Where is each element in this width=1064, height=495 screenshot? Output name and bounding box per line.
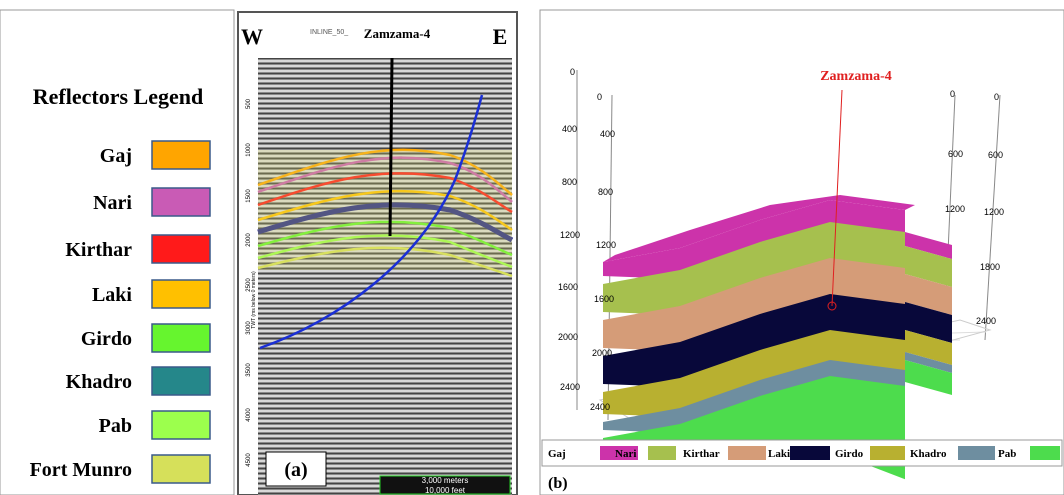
axis-tick-label: 600 [948,149,963,159]
model-layer [905,352,952,373]
model-layer [905,302,952,343]
legend-name: Khadro [66,371,132,393]
depth-tick-label: 3500 [246,363,252,377]
label-box [265,451,327,487]
legend-swatch [728,446,766,460]
legend-swatch [648,446,676,460]
axis-tick-label: 0 [950,89,955,99]
legend-name: Pab [998,448,1016,460]
axis-tick-label: 1200 [596,240,616,250]
axis-tick-label: 2400 [976,316,996,326]
legend-swatch [151,454,211,484]
legend-swatch [151,279,211,309]
scale-text: 3,000 meters [422,476,469,485]
legend-swatch [870,446,905,460]
axis-tick-label: 1600 [594,294,614,304]
west-label: W [241,24,263,49]
depth-axis-label: TWT (ms below 0 meters) [251,271,257,329]
well-label-box [355,16,440,50]
legend-swatch [151,410,211,440]
legend-swatch [151,140,211,170]
depth-tick-label: 2000 [246,233,252,247]
panel-label: (a) [284,459,307,481]
legend-name: Girdo [835,448,864,460]
legend-swatch [151,187,211,217]
well-label: Zamzama-4 [820,69,892,84]
model-layer [603,330,905,434]
legend-frame [0,9,235,495]
legend-swatch [958,446,995,460]
axis-tick-label: 1200 [945,204,965,214]
legend-name: Laki [92,284,132,306]
model-3d: 0 400 800 1200 1600 2000 2400 0 400 800 1200 1600 20… [558,67,1004,480]
fault-line [259,94,484,350]
well-trace [388,57,394,237]
axis-tick-label: 2000 [558,332,578,342]
model-layer [905,232,952,259]
legend-title: Reflectors Legend [33,84,203,109]
seismic-section [258,58,512,495]
east-label: E [493,24,508,49]
legend-name: Kirthar [65,239,132,261]
legend-name: Pab [99,415,132,437]
legend-name: Nari [93,192,132,214]
depth-tick-label: 500 [246,98,252,109]
model-layer [905,330,952,365]
model-layer [603,294,905,404]
well-marker [827,301,837,311]
legend-name: Nari [615,448,636,460]
legend-swatch [600,446,638,460]
axis-tick-label: 400 [562,124,577,134]
legend-name: Fort Munro [30,459,132,481]
depth-tick-label: 2500 [246,278,252,292]
legend-name: Gaj [548,448,566,460]
axis-tick-label: 0 [994,92,999,102]
legend-swatch [151,366,211,396]
legend-swatch [790,446,830,460]
legend-name: Khadro [910,448,947,460]
model-layer [905,246,952,287]
axis-tick-label: 1800 [980,262,1000,272]
axis-tick-label: 400 [600,129,615,139]
model-layer [603,258,905,368]
depth-tick-label: 1500 [246,189,252,203]
legend-name: Laki [768,448,790,460]
legend-name: Girdo [81,328,132,350]
well-label: Zamzama-4 [364,26,431,41]
depth-tick-label: 1000 [246,143,252,157]
axis-tick-label: 1600 [558,282,578,292]
axis-tick-label: 0 [597,92,602,102]
axis-tick-label: 0 [570,67,575,77]
axis-tick-label: 800 [562,177,577,187]
axis-tick-label: 2400 [590,402,610,412]
depth-tick-label: 4000 [246,408,252,422]
model-layer [603,222,905,332]
axis-tick-label: 1200 [984,207,1004,217]
axis-tick-label: 800 [598,187,613,197]
legend-swatch [151,234,211,264]
scale-text: 10,000 feet [425,486,466,495]
model-layer [905,274,952,315]
axis-tick-label: 600 [988,150,1003,160]
panel-label: (b) [548,475,568,492]
horizons [257,148,514,278]
axis-tick-label: 2000 [592,348,612,358]
legend-name: Kirthar [683,448,720,460]
legend-swatch [1030,446,1060,460]
legend-swatch [151,323,211,353]
model-layer [905,360,952,395]
axis-line [984,94,1001,341]
horizon-fill [258,150,512,270]
axis-tick-label: 1200 [560,230,580,240]
legend-name: Gaj [100,145,132,167]
well-trace [831,89,843,307]
line-name: INLINE_50_ [310,29,348,36]
depth-tick-label: 4500 [246,453,252,467]
axis-tick-label: 2400 [560,382,580,392]
top-surface [603,195,915,262]
scale-bar [379,475,511,495]
depth-tick-label: 3000 [246,321,252,335]
